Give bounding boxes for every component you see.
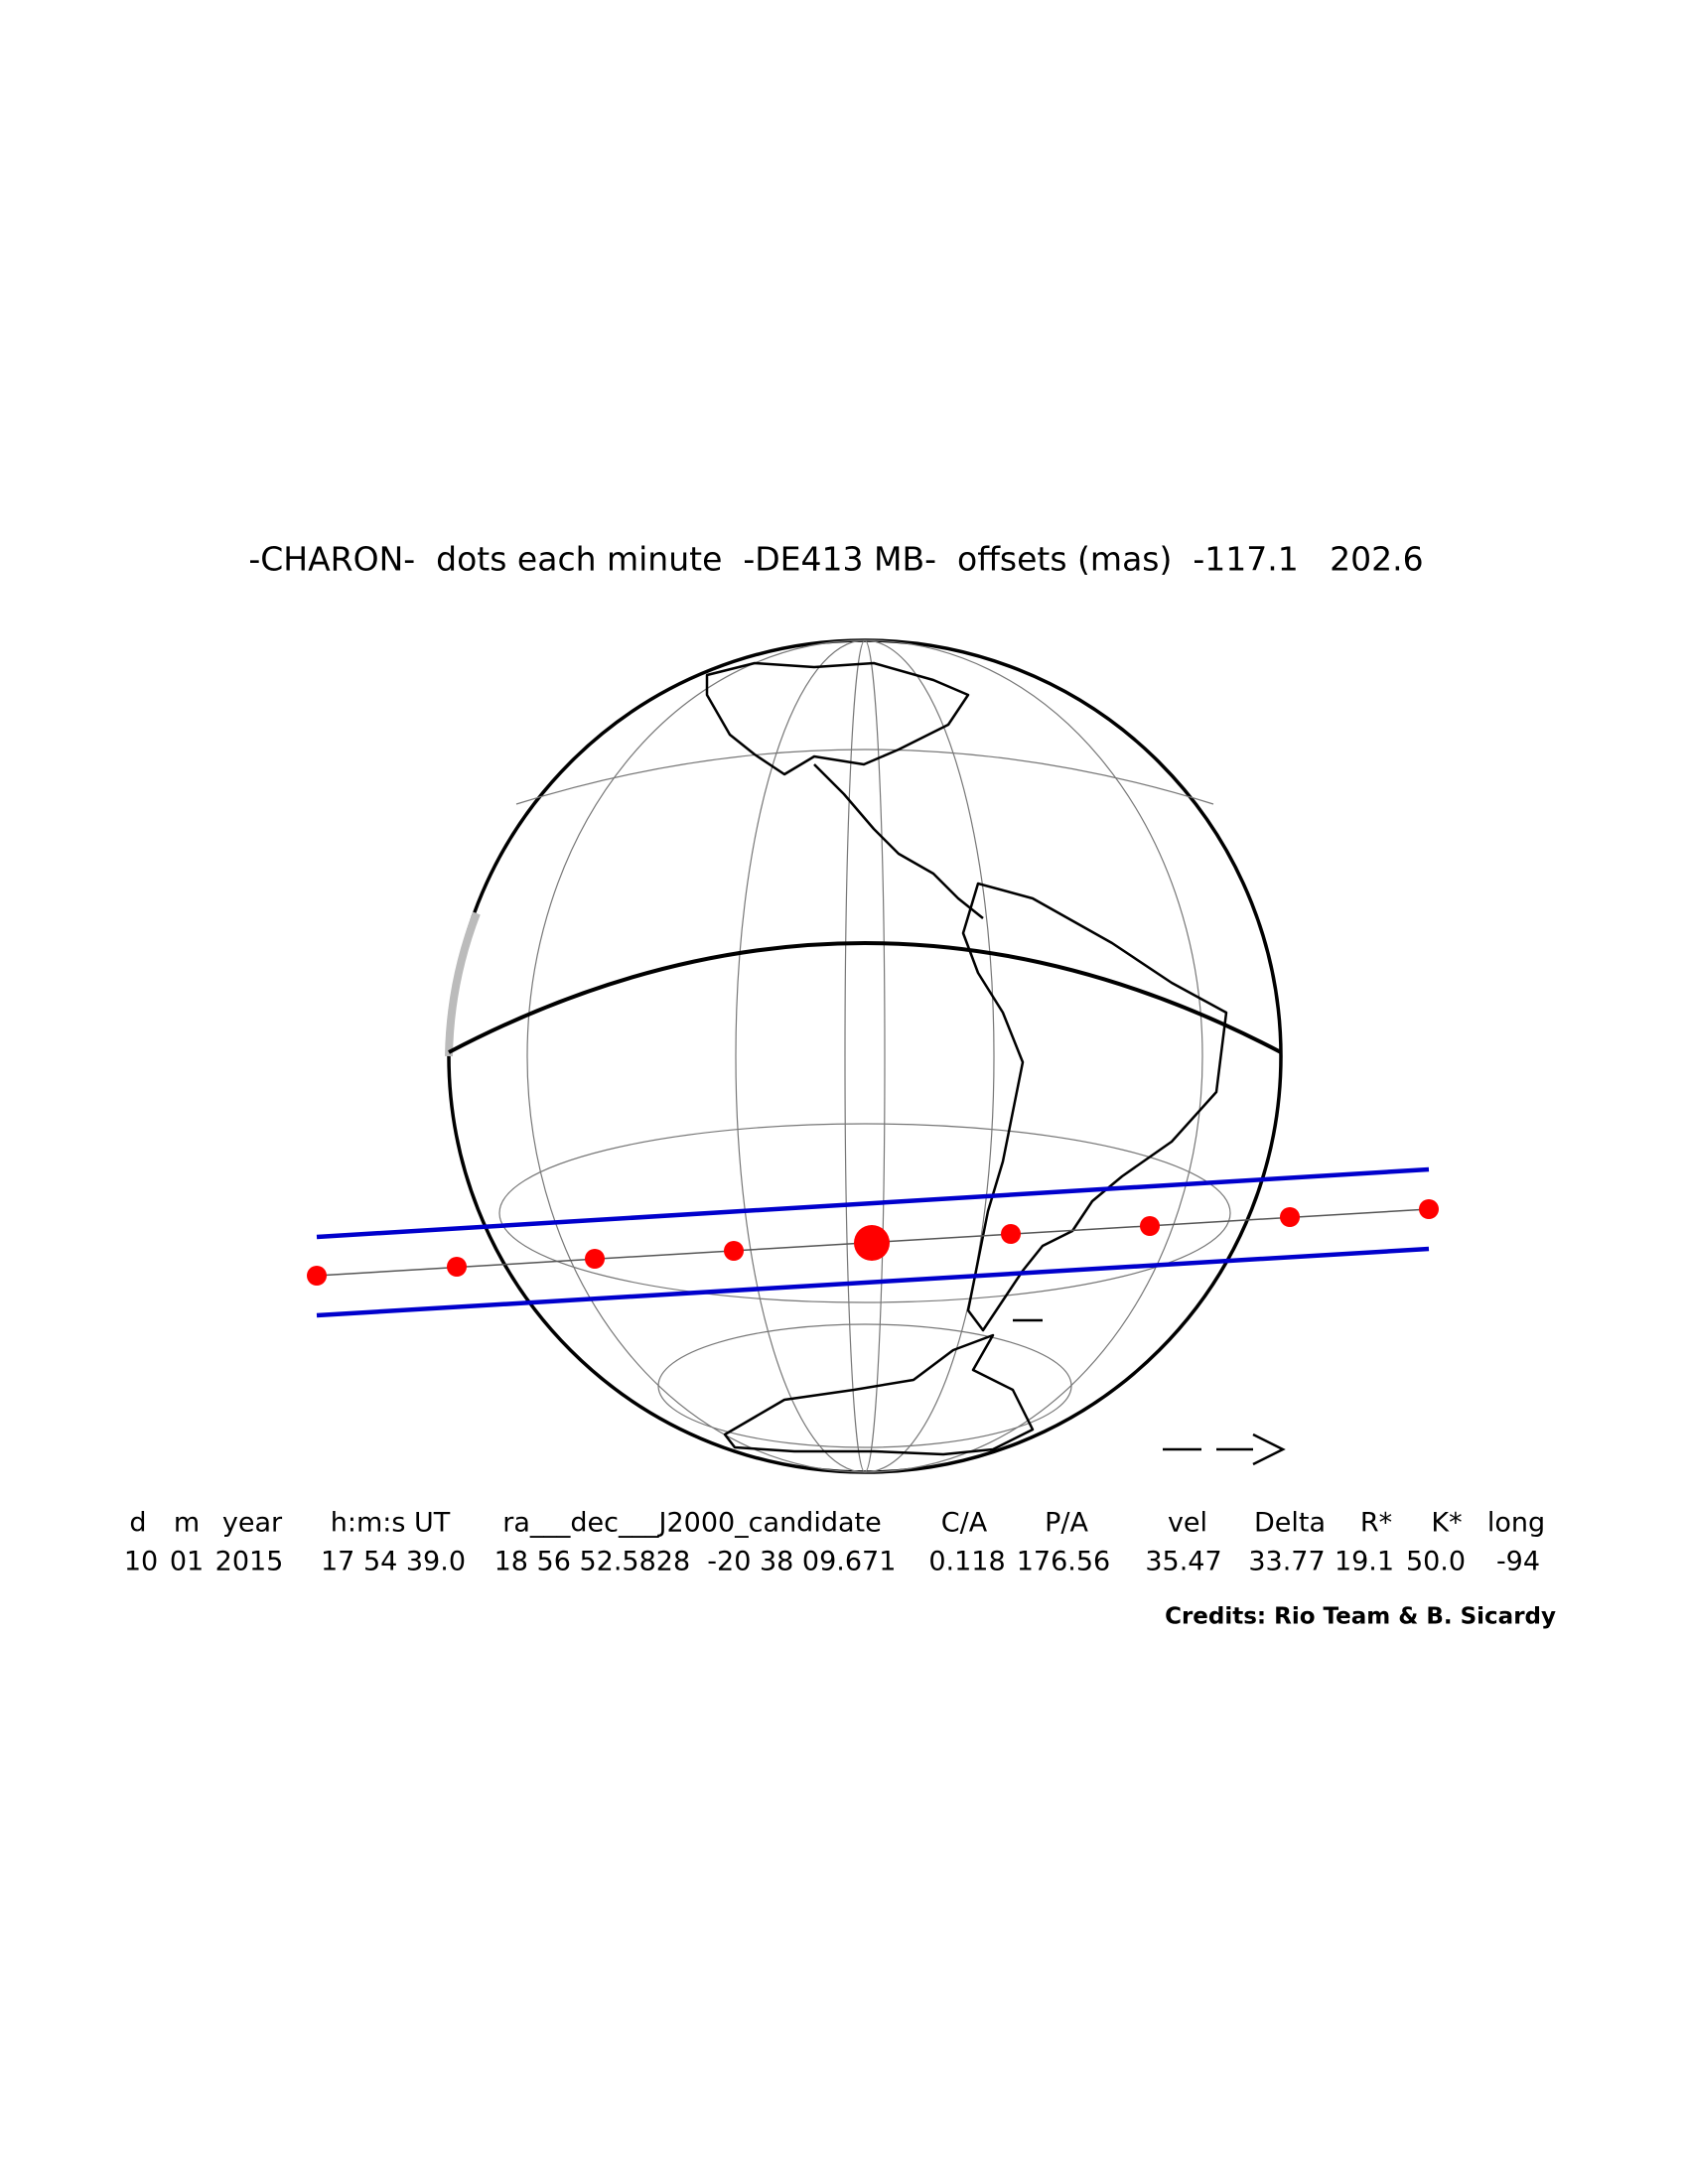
table-header: ra___dec___J2000_candidate [502, 1508, 881, 1539]
table-value: 50.0 [1406, 1547, 1466, 1577]
table-value: 18 56 52.5828 -20 38 09.671 [494, 1547, 897, 1577]
table-header: P/A [1045, 1508, 1088, 1539]
table-header: vel [1168, 1508, 1207, 1539]
table-value: 33.77 [1248, 1547, 1325, 1577]
table-header: Delta [1254, 1508, 1326, 1539]
table-value: 2015 [215, 1547, 284, 1577]
table-header: K* [1431, 1508, 1462, 1539]
table-value: -94 [1496, 1547, 1540, 1577]
table-value: 17 54 39.0 [321, 1547, 466, 1577]
shadow-path [307, 1166, 1439, 1318]
table-header: C/A [941, 1508, 988, 1539]
info-table: d m year h:m:s UT ra___dec___J2000_candidate… [124, 1508, 1545, 1577]
direction-arrow [1163, 1433, 1286, 1466]
table-header: long [1487, 1508, 1545, 1539]
table-value: 01 [170, 1547, 204, 1577]
table-value: 35.47 [1145, 1547, 1221, 1577]
credits: Credits: Rio Team & B. Sicardy [1165, 1604, 1556, 1630]
globe [445, 638, 1283, 1474]
table-value: 10 [124, 1547, 158, 1577]
table-header: h:m:s UT [331, 1508, 451, 1539]
table-header: m [174, 1508, 200, 1539]
map-title: -CHARON- dots each minute -DE413 MB- off… [248, 540, 1423, 579]
table-value: 19.1 [1335, 1547, 1394, 1577]
table-value: 0.118 [928, 1547, 1005, 1577]
table-header: R* [1360, 1508, 1392, 1539]
table-header: d [129, 1508, 146, 1539]
table-header: year [222, 1508, 283, 1539]
table-value: 176.56 [1017, 1547, 1110, 1577]
